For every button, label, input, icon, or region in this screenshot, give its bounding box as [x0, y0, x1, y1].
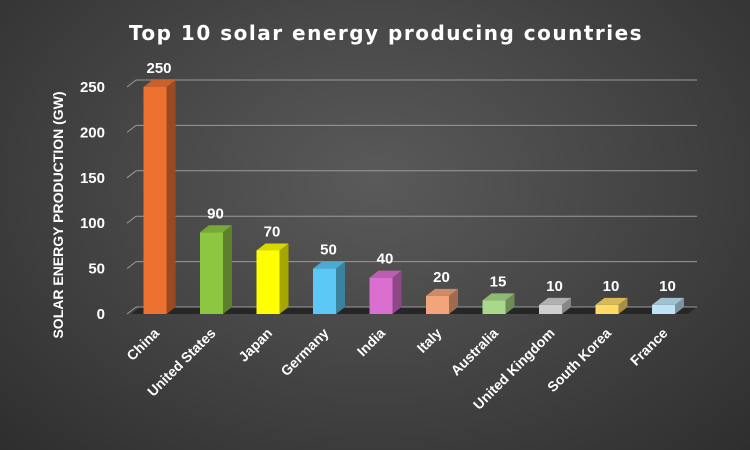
bar-top — [426, 288, 458, 296]
bar-top — [369, 270, 402, 278]
bar-front — [482, 300, 506, 314]
bar-top — [652, 297, 684, 305]
bar-front — [256, 250, 280, 314]
x-tick-label: Germany — [277, 325, 331, 379]
y-tick-label: 150 — [80, 170, 105, 187]
bar-side — [166, 80, 176, 314]
gridline-depth — [126, 215, 137, 224]
y-tick-label: 0 — [97, 306, 105, 323]
bar-front — [143, 87, 167, 314]
y-tick-label: 50 — [88, 261, 105, 278]
bar-front — [369, 277, 393, 314]
bar-side — [618, 297, 628, 314]
bar-side — [392, 270, 402, 314]
data-label: 10 — [546, 278, 563, 295]
data-label: 250 — [146, 60, 171, 77]
bar-india — [369, 270, 402, 314]
data-label: 10 — [603, 278, 620, 295]
data-labels: 250 90 70 50 40 20 15 10 10 10 — [146, 60, 675, 295]
x-tick-label: Japan — [235, 325, 275, 365]
data-label: 40 — [377, 251, 394, 268]
bar-top — [143, 80, 176, 87]
bar-front — [313, 268, 336, 314]
gridline-depth — [126, 261, 137, 269]
bar-side — [675, 297, 684, 314]
bar-top — [539, 297, 571, 305]
x-tick-label: China — [123, 325, 162, 364]
gridline-depth — [126, 125, 137, 133]
bar-australia — [482, 293, 515, 314]
bar-china — [143, 80, 176, 314]
bar-front — [595, 304, 619, 314]
bar-front — [539, 304, 562, 314]
data-label: 10 — [659, 278, 676, 295]
bar-top — [200, 225, 232, 233]
y-tick-label: 100 — [80, 215, 105, 232]
bar-side — [449, 288, 458, 314]
bar-united-states — [200, 225, 232, 314]
y-axis-ticks: 0 50 100 150 200 250 — [80, 79, 105, 323]
x-tick-label: Australia — [447, 325, 501, 379]
bar-front — [652, 304, 675, 314]
gridlines — [126, 79, 697, 315]
data-label: 70 — [264, 223, 281, 240]
bar-top — [256, 243, 289, 251]
bar-united-kingdom — [539, 297, 571, 314]
gridline-depth — [126, 306, 137, 315]
y-tick-label: 250 — [80, 79, 105, 96]
bars — [143, 80, 684, 314]
y-axis-label: SOLAR ENERGY PRODUCTION (GW) — [50, 91, 66, 338]
y-tick-label: 200 — [80, 124, 105, 141]
bar-top — [313, 261, 345, 269]
bar-front — [426, 295, 449, 314]
bar-france — [652, 297, 684, 314]
data-label: 90 — [207, 205, 224, 222]
bar-italy — [426, 288, 458, 314]
x-tick-label: India — [354, 325, 389, 360]
bar-side — [336, 261, 345, 314]
bar-side — [562, 297, 571, 314]
gridline-depth — [126, 170, 137, 179]
bar-top — [482, 293, 515, 301]
data-label: 15 — [490, 273, 507, 290]
bar-top — [595, 297, 628, 305]
data-label: 50 — [320, 242, 337, 259]
chart-title: Top 10 solar energy producing countries — [129, 21, 643, 45]
bar-side — [505, 293, 515, 314]
x-tick-label: France — [627, 325, 671, 369]
bar-japan — [256, 243, 289, 314]
bar-front — [200, 232, 223, 314]
bar-south-korea — [595, 297, 628, 314]
bar-side — [223, 225, 232, 314]
bar-side — [279, 243, 289, 314]
bar-germany — [313, 261, 345, 314]
gridline-depth — [126, 79, 137, 88]
data-label: 20 — [433, 269, 450, 286]
x-tick-label: Italy — [413, 325, 444, 356]
